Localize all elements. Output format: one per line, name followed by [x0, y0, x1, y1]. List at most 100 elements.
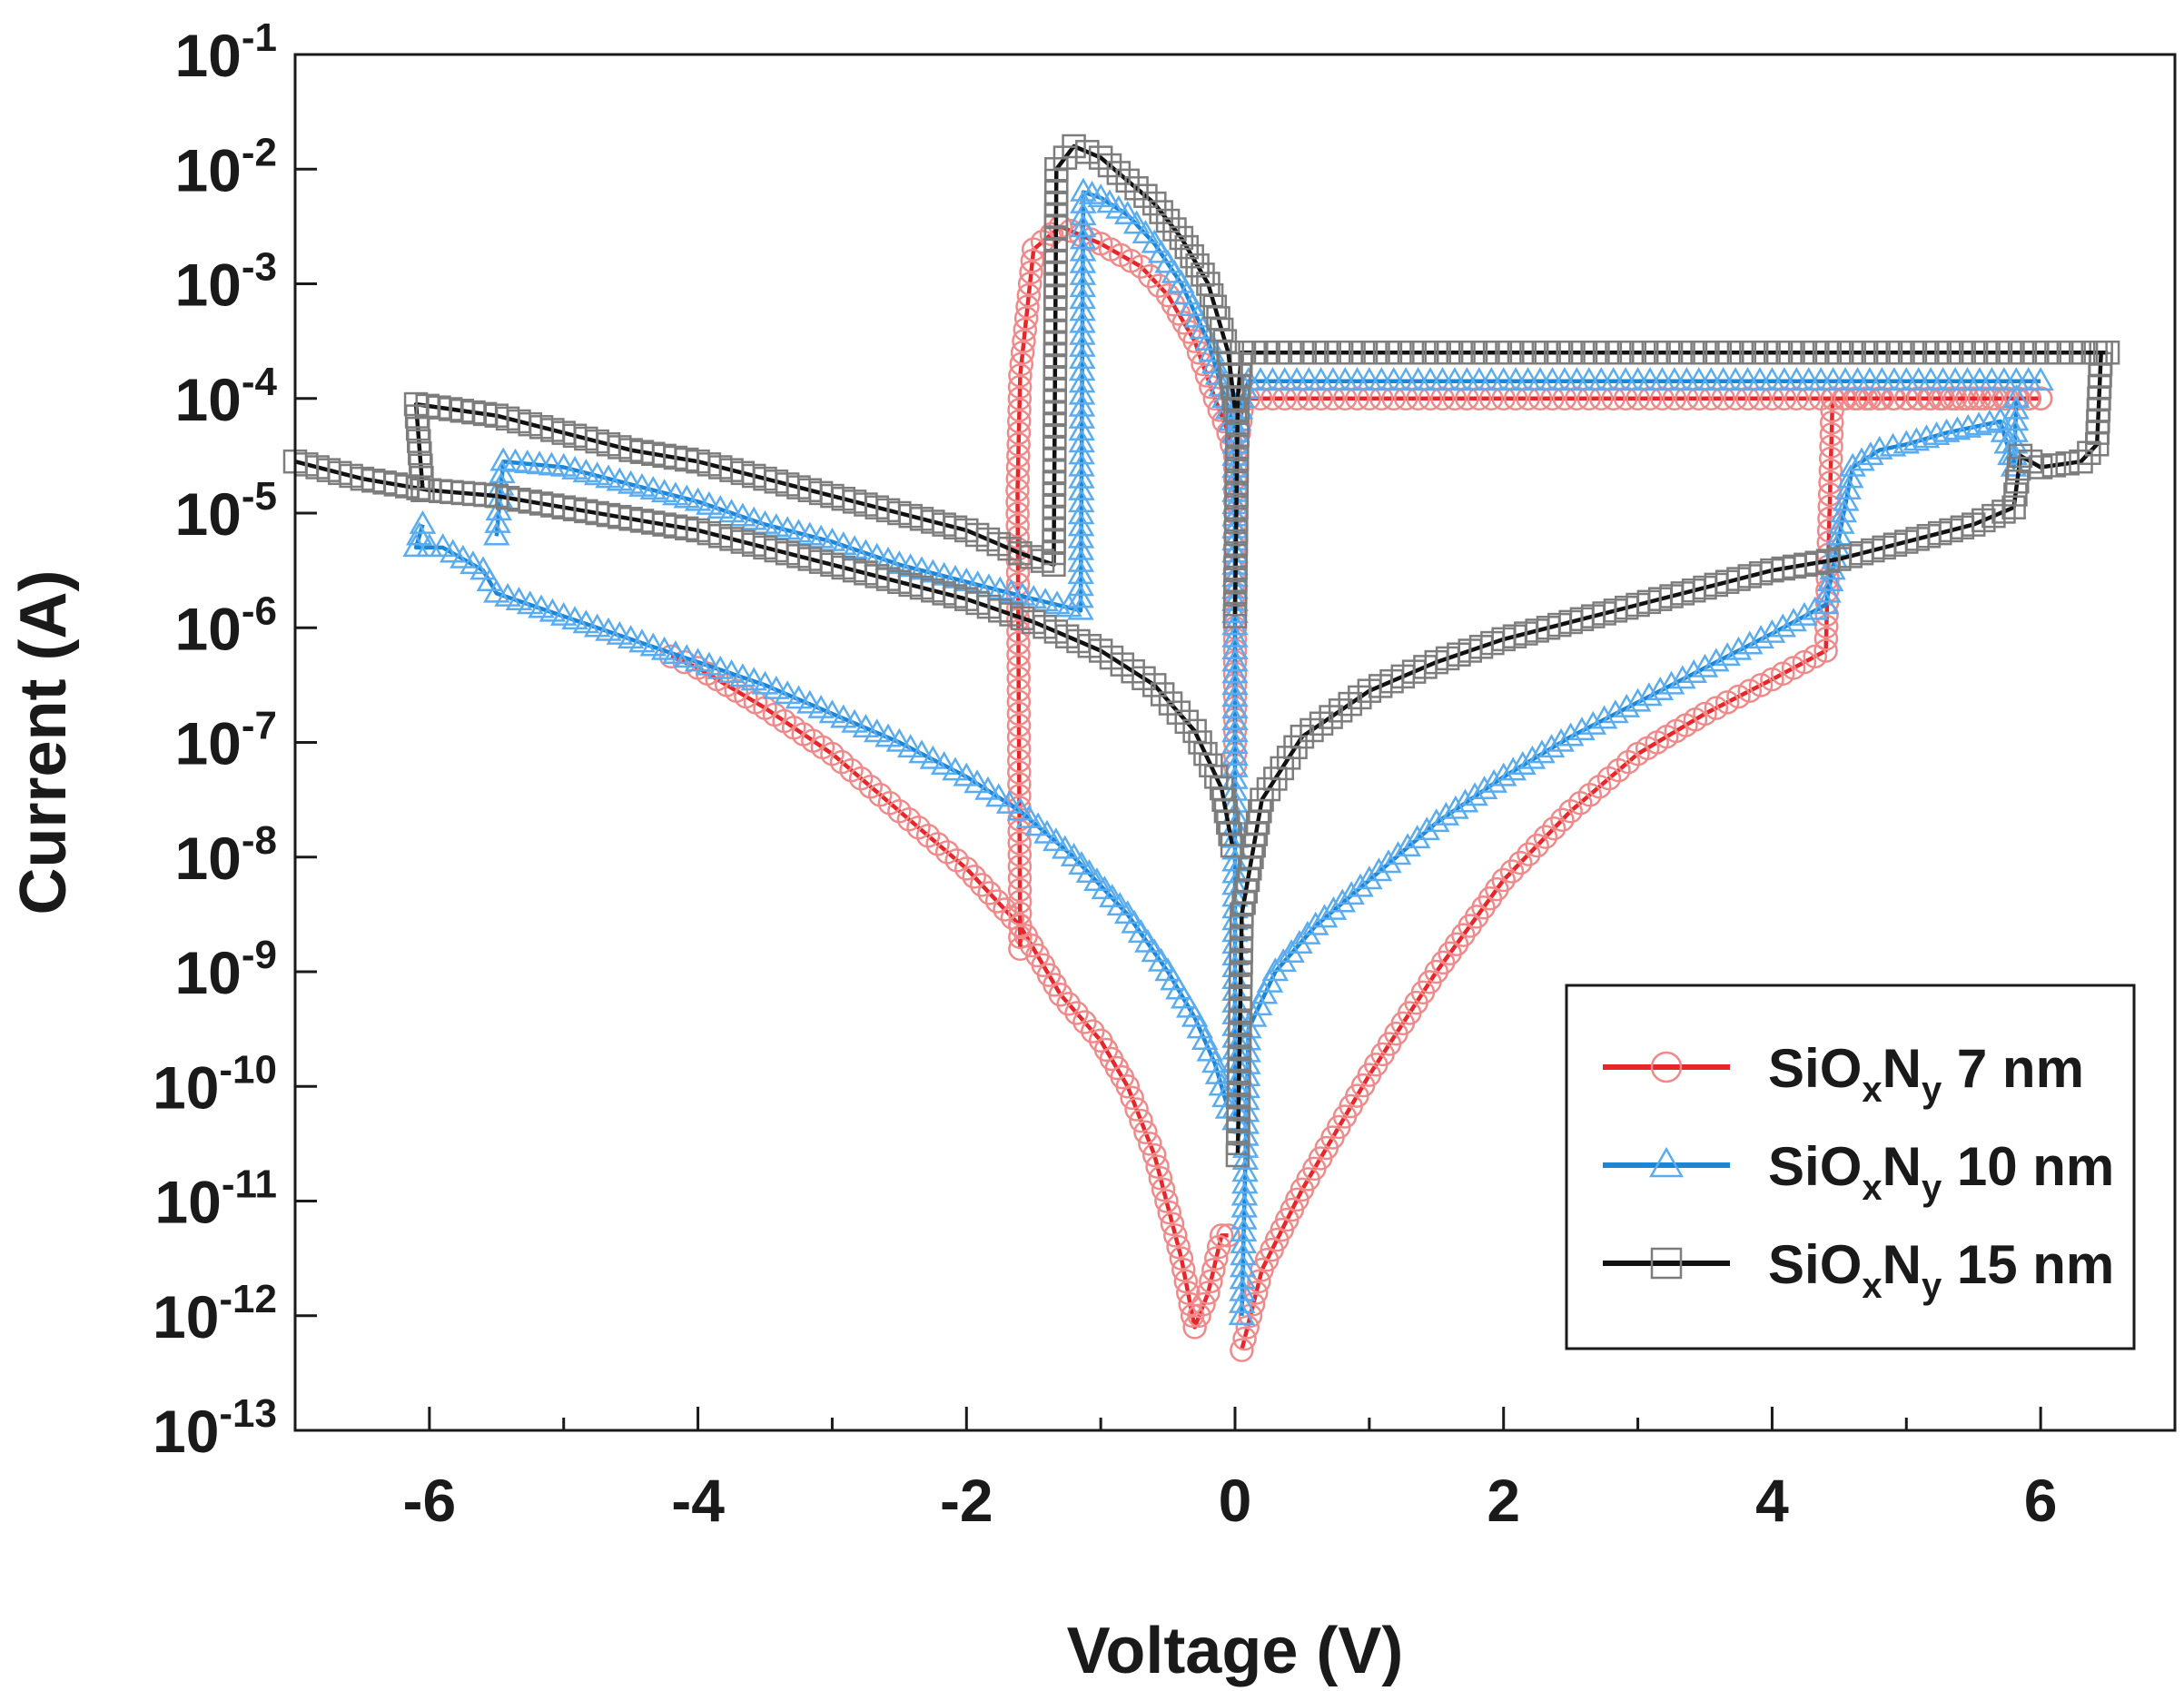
data-point [1319, 895, 1348, 920]
data-point [1497, 341, 1522, 365]
data-point [1005, 501, 1030, 526]
data-point [2001, 430, 2029, 454]
data-point [818, 699, 846, 724]
data-point [1229, 1253, 1257, 1278]
data-point [1006, 618, 1031, 644]
data-point [1814, 341, 1840, 365]
data-point [1162, 217, 1187, 242]
data-point [1075, 859, 1103, 884]
data-point [1228, 1010, 1252, 1035]
series-layer [282, 134, 2120, 1362]
data-point [673, 484, 700, 509]
data-point [1632, 341, 1656, 365]
data-point [662, 639, 689, 664]
data-point [1146, 273, 1171, 298]
y-tick-label: 10-1 [174, 15, 277, 89]
data-point [1013, 317, 1038, 342]
data-point [1533, 825, 1558, 849]
data-point [1399, 341, 1425, 365]
data-point [1480, 768, 1507, 793]
data-point [1221, 418, 1249, 442]
data-point [1009, 351, 1034, 377]
data-point [1394, 833, 1421, 857]
data-point [408, 440, 432, 466]
data-point [2083, 341, 2108, 365]
data-point [1224, 495, 1249, 519]
data-point [1169, 1246, 1194, 1271]
data-point [1163, 1223, 1188, 1248]
data-point [1227, 1046, 1251, 1072]
data-point [1068, 369, 1096, 393]
data-point [1650, 1247, 1683, 1280]
data-point [1717, 341, 1742, 365]
data-point [1223, 543, 1249, 569]
data-point [1006, 713, 1032, 737]
data-point [1650, 1051, 1683, 1083]
data-point [1231, 1146, 1260, 1171]
data-point [1204, 1246, 1229, 1271]
data-point [1613, 386, 1638, 410]
data-point [1068, 392, 1096, 417]
data-point [1221, 623, 1249, 648]
y-tick-label: 10-6 [174, 588, 277, 662]
data-point [1007, 760, 1032, 785]
data-point [1747, 625, 1774, 649]
data-point [1229, 938, 1253, 963]
data-point [1568, 717, 1596, 741]
data-point [1309, 386, 1333, 410]
data-point [1491, 386, 1516, 410]
series-square [282, 134, 2120, 1168]
data-point [1345, 386, 1369, 410]
data-point [1006, 677, 1032, 703]
data-point [1230, 1205, 1258, 1230]
data-point [1133, 183, 1158, 208]
data-point [1043, 827, 1070, 852]
data-point [1863, 341, 1888, 365]
data-point [1338, 881, 1365, 905]
data-point [1819, 422, 1844, 447]
data-point [1803, 341, 1827, 365]
data-point [1067, 548, 1095, 572]
data-point [1069, 309, 1096, 333]
data-point [1145, 1154, 1170, 1179]
data-point [1222, 398, 1248, 422]
data-point [1812, 590, 1840, 615]
data-point [1309, 711, 1334, 737]
data-point [1724, 636, 1753, 660]
data-point [1157, 1200, 1181, 1225]
y-tick-label: 10-7 [174, 704, 277, 777]
data-point [1827, 341, 1852, 365]
data-point [1833, 386, 1858, 410]
data-point [1570, 341, 1596, 365]
data-point [841, 708, 868, 733]
data-point [1228, 998, 1252, 1024]
data-point [1016, 282, 1042, 308]
data-point [572, 609, 600, 634]
data-point [1537, 734, 1566, 758]
data-point [1796, 386, 1822, 410]
data-point [606, 467, 634, 491]
data-point [1225, 1131, 1250, 1155]
data-point [1122, 210, 1151, 234]
data-point [1006, 654, 1031, 679]
y-axis: 10-1 10-2 10-3 10-4 10-5 10-6 10-7 10-8 10-9 10-1… [153, 15, 317, 1465]
data-point [1174, 709, 1200, 735]
data-point [1068, 429, 1095, 453]
data-point [1256, 968, 1284, 993]
data-point [1221, 430, 1249, 454]
data-point [1148, 1166, 1173, 1191]
data-point [1166, 1234, 1191, 1260]
data-point [1365, 857, 1393, 882]
data-point [1006, 630, 1031, 656]
data-point [1451, 788, 1479, 813]
data-point [1228, 986, 1253, 1011]
data-point [1517, 842, 1541, 866]
data-point [942, 756, 969, 781]
data-point [409, 453, 433, 478]
data-point [650, 636, 678, 660]
data-point [1229, 1265, 1257, 1290]
data-point [1705, 341, 1730, 365]
data-point [1479, 386, 1504, 410]
y-tick-label: 10-8 [174, 818, 277, 892]
